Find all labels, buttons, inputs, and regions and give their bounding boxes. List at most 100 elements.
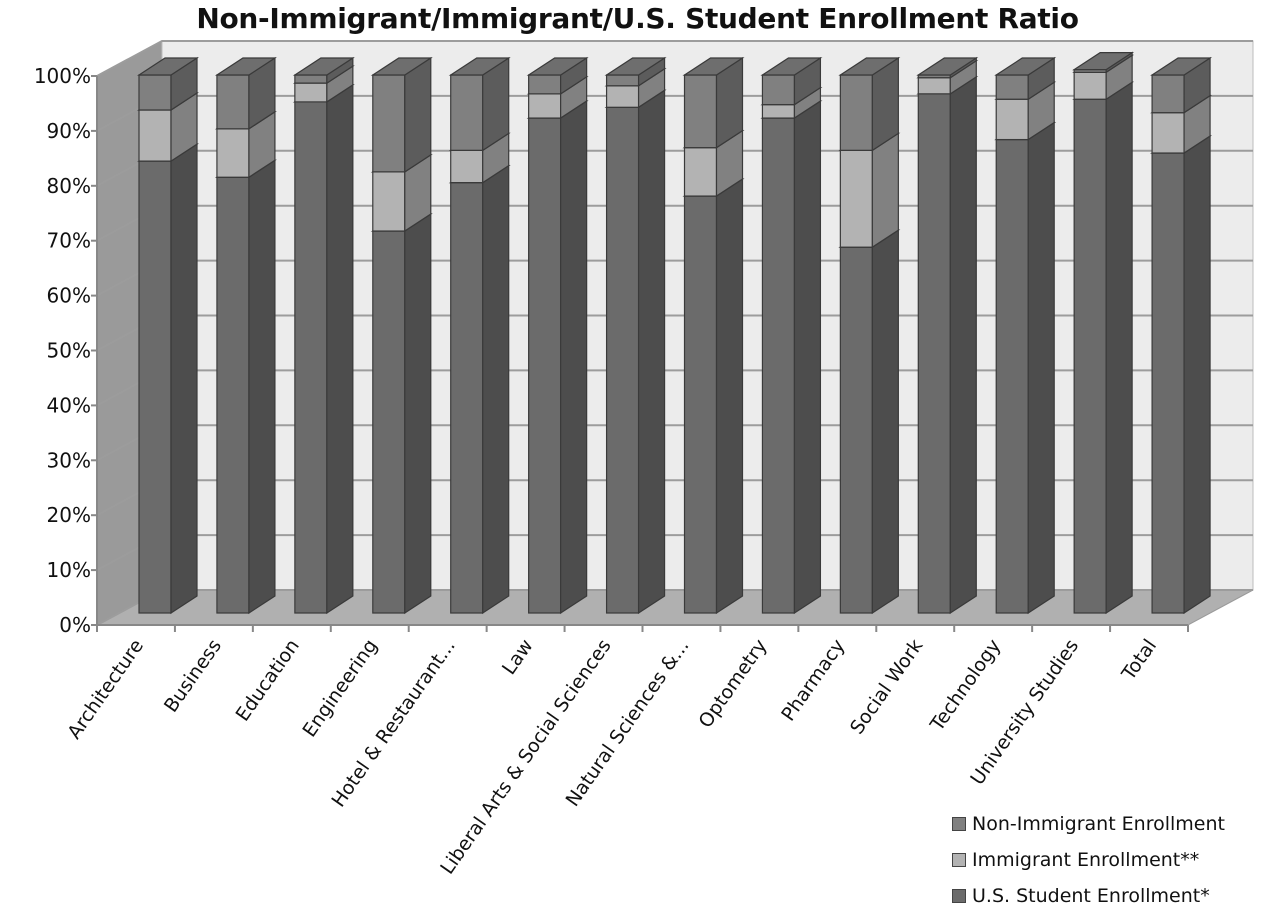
bar-top [604,57,667,76]
bar-front [450,149,484,184]
bar-segment [136,56,200,112]
bar-segment [448,56,511,152]
legend-label-immigrant: Immigrant Enrollment** [972,849,1200,871]
bar-segment [916,75,979,615]
bar-segment [760,56,823,106]
x-tick-label: Total [1117,635,1161,685]
bar-segment [682,177,745,615]
bar-side [1183,134,1211,615]
bar-segment [760,99,823,615]
bar-top [526,57,589,76]
bar-side [560,99,588,615]
x-tick-label: Liberal Arts & Social Sciences [436,635,615,878]
bar-front [995,98,1029,141]
bar-front [372,171,406,232]
bar-side [871,132,899,249]
bar-front [450,182,484,614]
x-tick-label: Architecture [63,635,148,743]
x-tick-label: Law [498,635,538,679]
bar-segment [994,121,1057,615]
x-tick-label: Pharmacy [777,635,849,725]
bars [136,51,1213,615]
bar-front [216,128,250,178]
bar-side [949,75,977,615]
bar-front [450,74,484,151]
bar-front [839,74,873,151]
bar-segment [292,56,355,85]
bar-segment [448,132,511,184]
bar-front [605,85,640,108]
bar-front [995,138,1029,614]
bar-front [839,149,873,248]
bar-front [605,106,640,614]
y-tick-label: 60% [47,284,91,308]
bar-segment [1150,56,1213,114]
legend-swatch-us-student [952,889,966,903]
bar-top [1072,52,1135,71]
bar-front [761,117,796,614]
bar-front [683,74,718,149]
bar-front [683,147,718,197]
bar-segment [136,142,200,615]
bar-front [528,74,562,95]
bar-front [1073,71,1107,100]
bar-segment [604,56,667,87]
bar-front [605,74,640,87]
bar-segment [838,229,901,615]
bar-segment [916,56,979,79]
bar-front [1073,98,1107,614]
bar-segment [526,99,589,615]
legend-swatch-non-immigrant [952,817,966,831]
legend-item-immigrant: Immigrant Enrollment** [952,842,1225,878]
bar-top [214,57,277,76]
x-tick-label: Business [160,635,226,716]
bar-front [1151,112,1185,154]
bar-side [871,229,899,615]
legend-item-us-student: U.S. Student Enrollment* [952,878,1225,914]
bar-top [682,57,745,76]
bar-front [372,74,406,173]
bar-segment [214,56,277,130]
bar-top [448,57,511,76]
y-tick-label: 0% [59,613,91,637]
y-tick-label: 70% [47,229,91,253]
bar-front [761,103,796,119]
bar-segment [448,164,511,615]
bar-segment [604,89,667,615]
bar-top [292,57,355,76]
y-tick-label: 80% [47,174,91,198]
bar-front [138,160,172,614]
bar-segment [214,159,277,615]
gridline [96,40,1253,77]
bar-top [838,57,901,76]
bar-segment [370,212,433,615]
legend-item-non-immigrant: Non-Immigrant Enrollment [952,806,1225,842]
bar-front [216,74,250,130]
bar-front [216,176,250,614]
x-tick-label: Engineering [298,635,381,741]
bar-side [404,56,432,173]
bar-front [294,101,328,614]
chart-title: Non-Immigrant/Immigrant/U.S. Student Enr… [196,2,1079,35]
bar-segment [370,56,433,173]
legend-label-non-immigrant: Non-Immigrant Enrollment [972,813,1225,835]
bar-top [994,57,1057,76]
bar-segment [214,110,277,179]
bar-front [917,93,951,614]
bar-front [1151,74,1185,114]
y-tick-label: 40% [47,393,91,417]
y-tick-label: 100% [34,64,91,88]
bar-segment [526,56,589,95]
bar-segment [994,56,1057,101]
x-tick-label: Social Work [846,635,927,738]
bar-top [916,57,979,76]
bar-side [1105,81,1133,615]
bar-front [372,230,406,614]
bar-segment [292,83,355,615]
bar-front [528,117,562,614]
bar-segment [838,56,901,152]
bar-front [138,109,172,162]
bar-top [1150,57,1213,76]
bar-side [404,212,432,615]
